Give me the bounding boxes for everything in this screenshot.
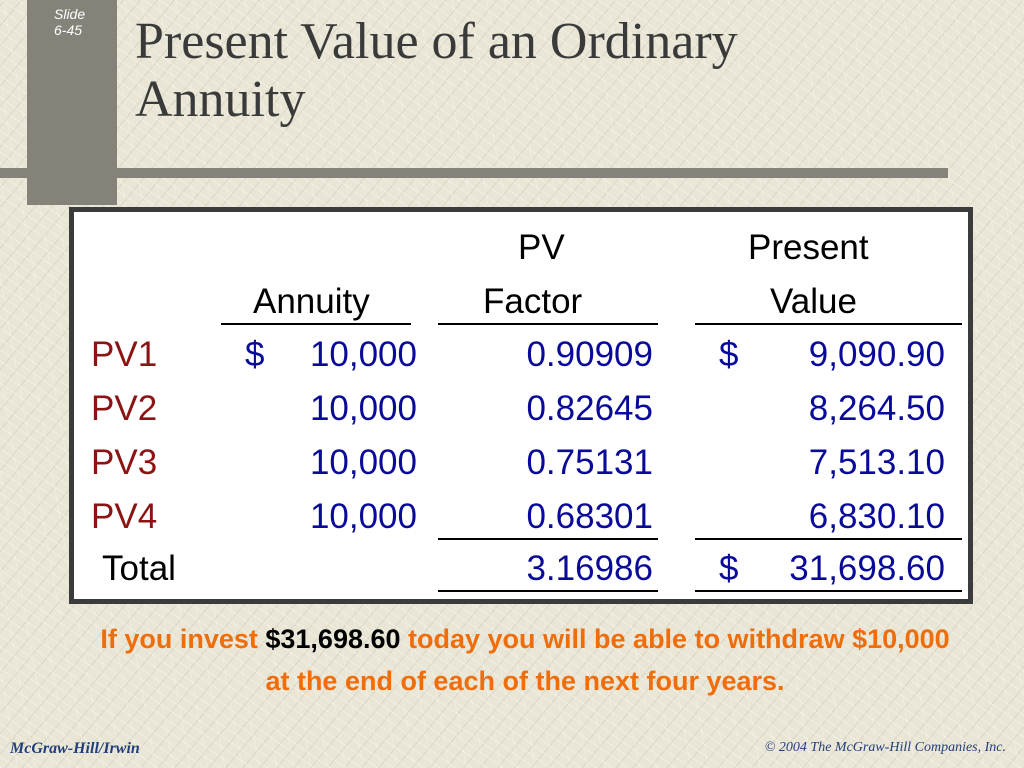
row-annuity: 10,000 <box>309 497 417 536</box>
total-rule-factor <box>438 538 658 540</box>
header-pv: PV <box>518 228 565 267</box>
total-underline-value <box>695 590 962 592</box>
slide-index: 6-45 <box>54 22 83 38</box>
title-line-1: Present Value of an Ordinary <box>135 13 738 70</box>
total-factor: 3.16986 <box>526 549 653 588</box>
row-factor: 0.82645 <box>526 389 653 428</box>
title-divider <box>0 168 948 178</box>
slide-number: Slide 6-45 <box>54 6 85 38</box>
row-factor: 0.90909 <box>526 335 653 374</box>
title-line-2: Annuity <box>135 71 306 128</box>
total-value: 31,698.60 <box>789 549 945 588</box>
header-underline-annuity <box>221 323 411 325</box>
total-underline-factor <box>438 590 658 592</box>
row-annuity: 10,000 <box>309 443 417 482</box>
header-factor: Factor <box>483 282 583 321</box>
header-present: Present <box>748 228 869 267</box>
caption-part-1: If you invest <box>100 624 266 654</box>
total-rule-value <box>695 538 962 540</box>
row-label-pv1: PV1 <box>91 335 158 374</box>
row-factor: 0.75131 <box>526 443 653 482</box>
caption-part-2: today you will be able to withdraw $10,0… <box>265 624 950 696</box>
row-annuity: 10,000 <box>309 389 417 428</box>
header-underline-factor <box>438 323 658 325</box>
row-currency: $ <box>245 335 265 374</box>
total-label: Total <box>102 549 176 588</box>
caption-amount: $31,698.60 <box>265 624 401 654</box>
row-value: 6,830.10 <box>808 497 945 536</box>
row-label-pv2: PV2 <box>91 389 158 428</box>
total-currency: $ <box>719 549 739 588</box>
row-factor: 0.68301 <box>526 497 653 536</box>
copyright-label: © 2004 The McGraw-Hill Companies, Inc. <box>764 740 1006 755</box>
slide-title: Present Value of an Ordinary Annuity <box>135 13 955 129</box>
header-annuity: Annuity <box>253 282 370 321</box>
annuity-table: PV Present Annuity Factor Value PV1 $ 10… <box>69 207 973 604</box>
row-value-currency: $ <box>719 335 739 374</box>
explanation-caption: If you invest $31,698.60 today you will … <box>90 618 960 702</box>
row-value: 8,264.50 <box>808 389 945 428</box>
row-value: 7,513.10 <box>808 443 945 482</box>
row-annuity: 10,000 <box>309 335 417 374</box>
publisher-label: McGraw-Hill/Irwin <box>10 740 140 757</box>
row-label-pv3: PV3 <box>91 443 158 482</box>
row-label-pv4: PV4 <box>91 497 158 536</box>
slide-label: Slide <box>54 6 86 22</box>
row-value: 9,090.90 <box>808 335 945 374</box>
header-value: Value <box>770 282 857 321</box>
header-underline-value <box>695 323 962 325</box>
